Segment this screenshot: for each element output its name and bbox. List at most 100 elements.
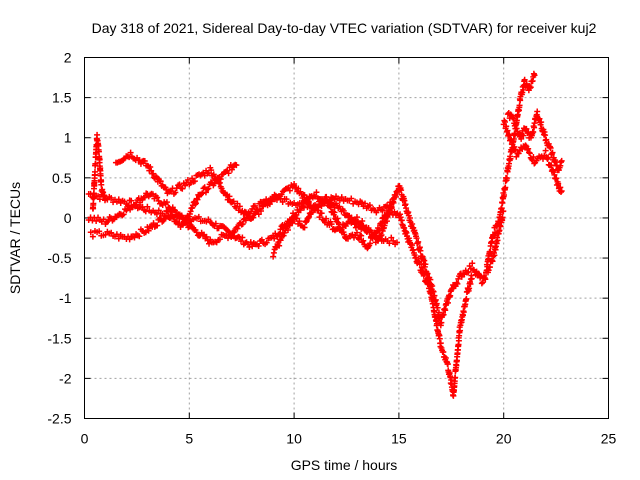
data-point	[510, 115, 517, 122]
data-point	[182, 182, 189, 189]
y-axis-label: SDTVAR / TECUs	[7, 182, 23, 294]
data-point	[542, 147, 549, 154]
data-point	[490, 232, 497, 239]
data-point	[108, 194, 115, 201]
data-point	[92, 160, 99, 167]
series-track-f	[270, 193, 475, 399]
data-point	[152, 173, 159, 180]
data-point	[348, 195, 355, 202]
data-point	[310, 192, 317, 199]
data-point	[416, 261, 423, 268]
data-point	[392, 193, 399, 200]
data-point	[413, 235, 420, 242]
data-point	[534, 108, 541, 115]
data-point	[359, 218, 366, 225]
series-track-g	[483, 70, 538, 270]
data-point	[154, 194, 161, 201]
data-point	[538, 119, 545, 126]
data-point	[393, 239, 400, 246]
data-point	[191, 178, 198, 185]
data-point	[187, 208, 194, 215]
chart-title: Day 318 of 2021, Sidereal Day-to-day VTE…	[92, 20, 597, 36]
data-point	[503, 175, 510, 182]
data-point	[150, 170, 157, 177]
data-point	[225, 170, 232, 177]
x-axis-label: GPS time / hours	[291, 457, 398, 473]
data-point	[549, 149, 556, 156]
data-point	[96, 156, 103, 163]
data-point	[388, 234, 395, 241]
data-point	[192, 201, 199, 208]
data-point	[283, 196, 290, 203]
data-point	[231, 229, 238, 236]
data-point	[530, 128, 537, 135]
data-point	[494, 237, 501, 244]
data-point	[212, 220, 219, 227]
data-point	[531, 72, 538, 79]
data-point	[128, 197, 135, 204]
data-point	[195, 213, 202, 220]
data-point	[316, 214, 323, 221]
data-point	[204, 186, 211, 193]
data-point	[452, 374, 459, 381]
y-tick-label: 2	[64, 50, 72, 66]
series-track-d	[112, 149, 507, 329]
data-point	[216, 236, 223, 243]
data-point	[376, 226, 383, 233]
data-point	[513, 153, 520, 160]
data-point	[386, 240, 393, 247]
data-point	[431, 292, 438, 299]
data-point	[301, 224, 308, 231]
y-tick-label: 1	[64, 130, 72, 146]
data-point	[141, 194, 148, 201]
x-tick-label: 25	[601, 431, 617, 447]
data-point	[238, 238, 245, 245]
data-point	[94, 131, 101, 138]
data-point	[525, 145, 532, 152]
data-point	[516, 102, 523, 109]
data-point	[502, 184, 509, 191]
data-point	[108, 229, 115, 236]
data-point	[230, 229, 237, 236]
data-point	[353, 229, 360, 236]
data-point	[230, 198, 237, 205]
data-point	[526, 150, 533, 157]
data-point	[155, 207, 162, 214]
series-track-i	[504, 108, 565, 174]
data-point	[242, 217, 249, 224]
data-point	[323, 215, 330, 222]
data-point	[353, 214, 360, 221]
data-point	[512, 146, 519, 153]
data-point	[179, 185, 186, 192]
x-tick-label: 5	[185, 431, 193, 447]
data-point	[247, 239, 254, 246]
data-point	[136, 199, 143, 206]
data-point	[444, 361, 451, 368]
data-point	[189, 175, 196, 182]
data-point	[286, 187, 293, 194]
data-point	[417, 247, 424, 254]
data-point	[141, 158, 148, 165]
y-tick-label: -2.5	[47, 411, 71, 427]
data-point	[507, 155, 514, 162]
data-point	[331, 196, 338, 203]
data-point	[362, 200, 369, 207]
data-point	[210, 171, 217, 178]
data-point	[295, 185, 302, 192]
x-tick-label: 10	[286, 431, 302, 447]
data-point	[440, 348, 447, 355]
data-point	[547, 144, 554, 151]
y-tick-label: -1.5	[47, 330, 71, 346]
data-point	[136, 233, 143, 240]
data-point	[501, 192, 508, 199]
data-point	[192, 200, 199, 207]
data-point	[314, 203, 321, 210]
data-point	[380, 218, 387, 225]
data-point	[506, 132, 513, 139]
x-tick-label: 15	[391, 431, 407, 447]
data-point	[478, 280, 485, 287]
data-point	[542, 132, 549, 139]
data-point	[373, 232, 380, 239]
data-point	[415, 238, 422, 245]
data-point	[378, 231, 385, 238]
